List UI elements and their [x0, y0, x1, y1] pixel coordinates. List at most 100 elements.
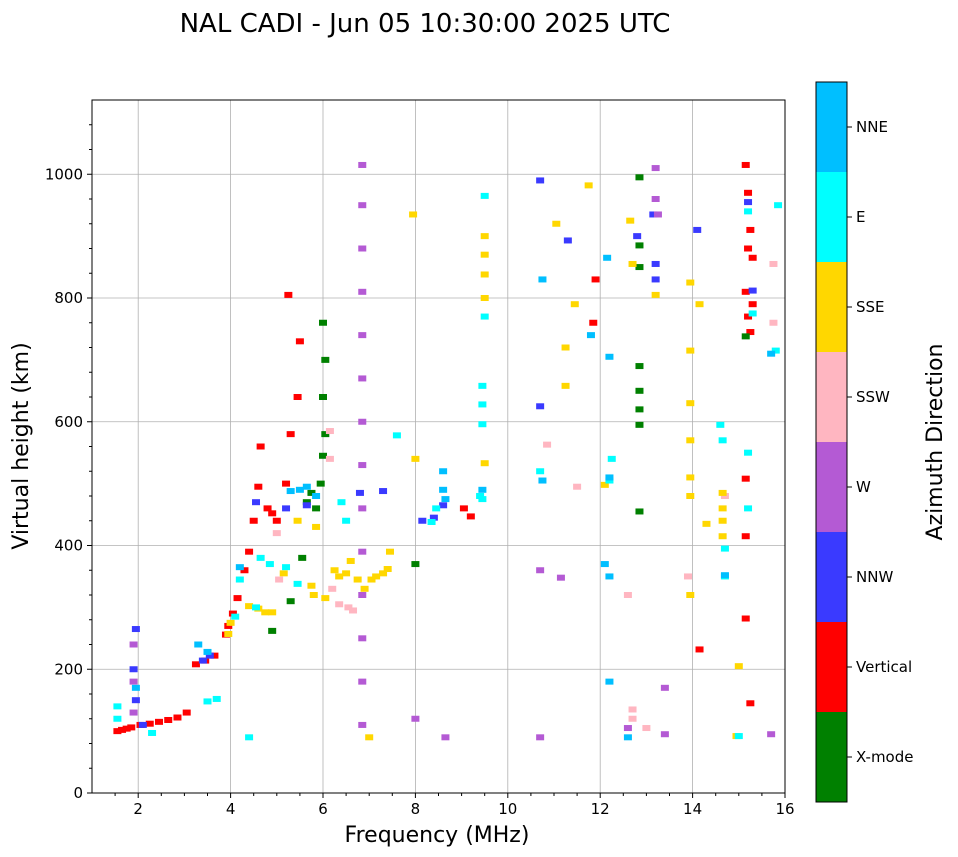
data-point-vertical: [254, 483, 263, 490]
data-point-vertical: [224, 622, 233, 629]
data-point-sse: [480, 251, 489, 258]
data-point-e: [748, 310, 757, 317]
y-axis-ticks: 0 200 400 600 800 1000: [45, 124, 92, 802]
data-point-ssw: [328, 585, 337, 592]
x-tick-label: 12: [591, 800, 610, 818]
data-point-nne: [767, 350, 776, 357]
data-point-ssw: [628, 706, 637, 713]
data-point-sse: [480, 233, 489, 240]
data-point-vertical: [466, 513, 475, 520]
data-point-e: [771, 347, 780, 354]
data-point-sse: [307, 582, 316, 589]
data-point-sse: [321, 595, 330, 602]
data-point-vertical: [240, 567, 249, 574]
data-point-nne: [439, 486, 448, 493]
colorbar-category-label: Vertical: [856, 658, 912, 676]
data-point-nnw: [651, 276, 660, 283]
data-point-x-mode: [635, 363, 644, 370]
data-point-sse: [245, 603, 254, 610]
data-point-x-mode: [635, 174, 644, 181]
data-point-x-mode: [316, 480, 325, 487]
data-point-x-mode: [635, 242, 644, 249]
data-point-nne: [538, 477, 547, 484]
data-point-w: [358, 721, 367, 728]
colorbar: X-mode Vertical NNW W SSW SSE E NNE: [815, 81, 913, 803]
data-point-vertical: [741, 475, 750, 482]
data-point-e: [265, 561, 274, 568]
data-point-sse: [686, 474, 695, 481]
data-point-sse: [570, 301, 579, 308]
data-point-w: [651, 165, 660, 172]
data-point-sse: [224, 630, 233, 637]
data-point-nnw: [282, 505, 291, 512]
data-point-w: [358, 161, 367, 168]
data-point-nnw: [693, 226, 702, 233]
colorbar-swatch: [816, 82, 847, 172]
data-point-vertical: [741, 288, 750, 295]
data-point-sse: [695, 301, 704, 308]
data-point-sse: [360, 585, 369, 592]
data-point-w: [660, 684, 669, 691]
data-point-sse: [584, 182, 593, 189]
data-point-ssw: [272, 530, 281, 537]
colorbar-swatch: [816, 442, 847, 532]
data-point-nne: [538, 276, 547, 283]
data-point-vertical: [746, 329, 755, 336]
data-point-sse: [226, 619, 235, 626]
colorbar-category-label: NNE: [856, 118, 888, 136]
data-point-sse: [330, 567, 339, 574]
data-point-e: [432, 505, 441, 512]
colorbar-category-label: NNW: [856, 568, 893, 586]
data-point-x-mode: [635, 508, 644, 515]
data-point-vertical: [268, 510, 277, 517]
data-point-sse: [312, 523, 321, 530]
data-point-vertical: [286, 431, 295, 438]
data-point-vertical: [748, 301, 757, 308]
data-point-w: [358, 245, 367, 252]
data-point-nnw: [252, 499, 261, 506]
data-point-vertical: [284, 291, 293, 298]
colorbar-category-label: E: [856, 208, 865, 226]
data-point-nne: [605, 353, 614, 360]
data-point-e: [734, 733, 743, 740]
colorbar-category-label: X-mode: [856, 748, 913, 766]
data-point-e: [392, 432, 401, 439]
data-point-e: [605, 477, 614, 484]
data-point-ssw: [275, 576, 284, 583]
data-point-w: [767, 731, 776, 738]
data-point-w: [358, 202, 367, 209]
data-point-w: [660, 731, 669, 738]
data-point-w: [653, 211, 662, 218]
data-point-nnw: [355, 489, 364, 496]
data-point-nnw: [131, 697, 140, 704]
data-point-sse: [411, 455, 420, 462]
data-point-w: [129, 678, 138, 685]
x-tick-label: 4: [226, 800, 236, 818]
data-point-nnw: [198, 657, 207, 664]
data-point-x-mode: [307, 489, 316, 496]
data-point-w: [358, 288, 367, 295]
data-point-e: [718, 437, 727, 444]
data-point-e: [607, 455, 616, 462]
data-point-nne: [194, 641, 203, 648]
data-point-e: [113, 703, 122, 710]
data-point-nne: [235, 564, 244, 571]
colorbar-swatch: [816, 532, 847, 622]
data-point-e: [245, 734, 254, 741]
data-point-nne: [203, 648, 212, 655]
data-point-sse: [718, 533, 727, 540]
y-axis-label: Virtual height (km): [9, 342, 34, 549]
data-point-x-mode: [321, 356, 330, 363]
data-point-w: [358, 592, 367, 598]
data-point-nnw: [536, 403, 545, 410]
data-point-sse: [383, 566, 392, 573]
y-tick-label: 400: [54, 537, 83, 555]
grid-lines: [92, 100, 786, 794]
data-point-ssw: [325, 428, 334, 435]
data-point-sse: [686, 400, 695, 407]
data-point-x-mode: [319, 394, 327, 400]
data-point-x-mode: [411, 561, 420, 568]
data-point-nnw: [651, 260, 660, 267]
data-point-nne: [441, 496, 450, 503]
plot-frame: [91, 99, 786, 794]
